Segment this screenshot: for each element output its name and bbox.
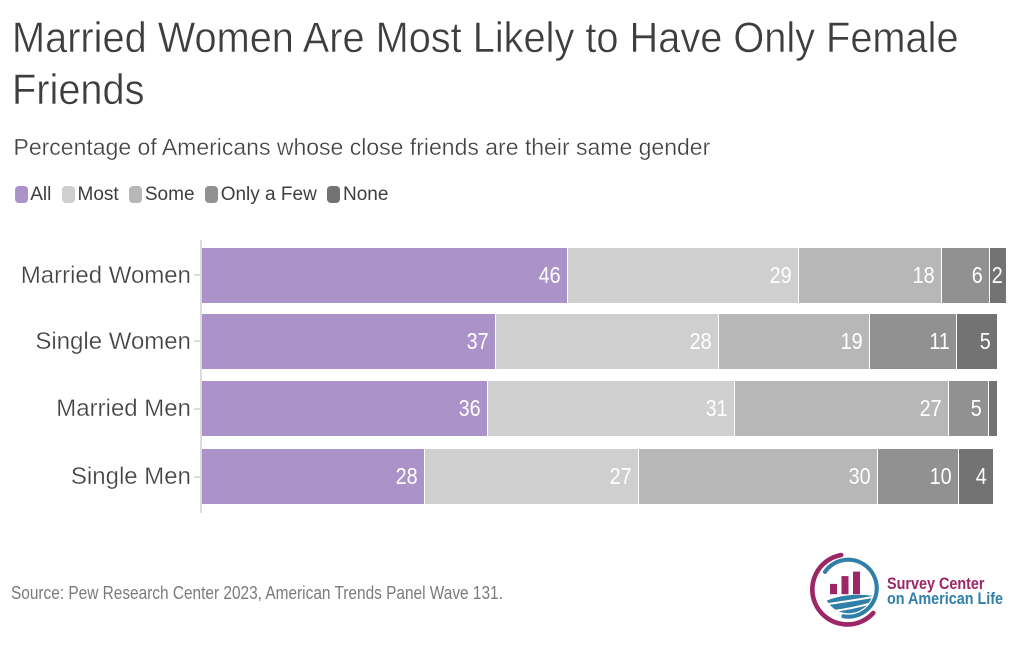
svg-text:on American Life: on American Life (887, 589, 1003, 608)
svg-text:Survey Center: Survey Center (887, 574, 985, 593)
